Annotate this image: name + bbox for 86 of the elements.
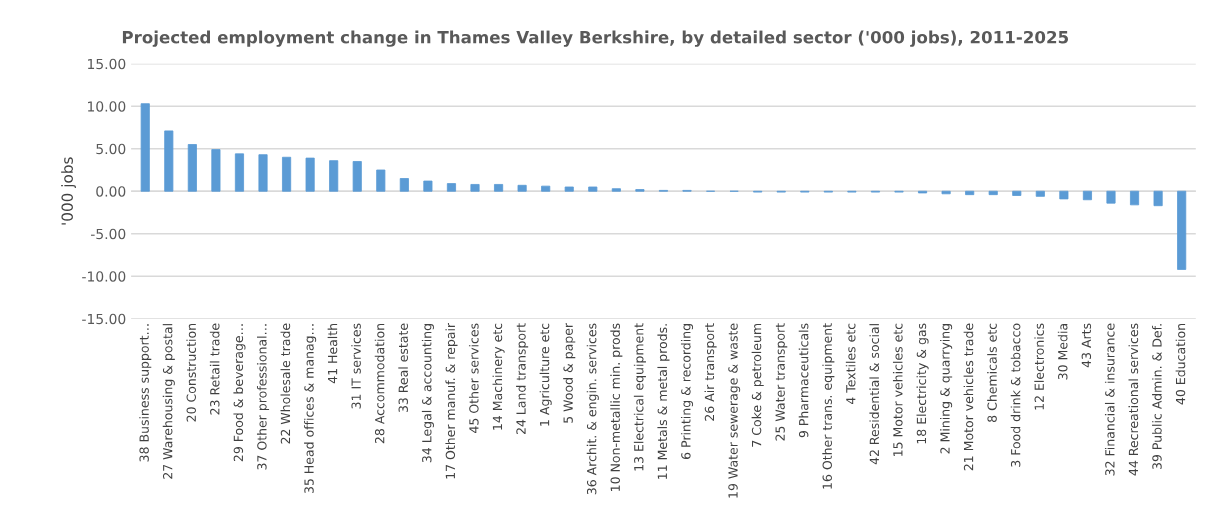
bar: [988, 190, 998, 196]
x-tick-label: 3 Food drink & tobacco: [1010, 323, 1021, 467]
bar: [1130, 190, 1140, 206]
x-tick-label: 34 Legal & accounting: [421, 324, 434, 463]
x-tick-label: 45 Other services: [468, 323, 479, 433]
x-tick-label: 18 Electricity & gas: [916, 323, 929, 444]
x-tick-label: 7 Coke & petroleum: [751, 323, 764, 447]
x-tick-label: 16 Other trans. equipment: [822, 323, 835, 489]
y-tick-label: 5.00: [96, 143, 126, 155]
x-tick-label: 8 Chemicals etc: [987, 323, 997, 422]
bar: [1082, 190, 1092, 201]
x-tick-label: 10 Non-metallic min. prods: [610, 323, 623, 491]
bar: [541, 185, 551, 192]
x-tick-label: 2 Mining & quarrying: [940, 324, 953, 454]
x-tick-label: 33 Real estate: [398, 323, 408, 413]
x-tick-label: 40 Education: [1175, 323, 1186, 405]
bar: [140, 103, 150, 192]
bar: [1177, 190, 1187, 270]
bar: [211, 149, 221, 192]
x-tick-label: 21 Motor vehicles trade: [963, 323, 974, 471]
bar: [588, 186, 598, 192]
y-tick-label: 10.00: [88, 101, 126, 112]
bar: [164, 130, 174, 192]
x-tick-label: 31 IT services: [351, 323, 361, 409]
x-tick-label: 14 Machinery etc: [492, 323, 505, 430]
x-tick-label: 36 Archit. & engin. services: [586, 323, 599, 495]
bar: [329, 160, 339, 192]
y-tick-label: -15.00: [82, 313, 126, 325]
x-tick-label: 12 Electronics: [1034, 323, 1044, 410]
x-tick-label: 19 Water sewerage & waste: [728, 323, 741, 498]
x-tick-label: 11 Metals & metal prods.: [657, 324, 670, 479]
bar: [258, 154, 268, 192]
chart-title: Projected employment change in Thames Valley Berkshire, by detailed sector ('000 jobs), 2011-2025: [122, 30, 1069, 47]
bar: [187, 144, 197, 192]
x-tick-label: 37 Other professional…: [256, 324, 270, 470]
x-tick-label: 22 Wholesale trade: [280, 323, 291, 444]
x-tick-label: 26 Air transport: [704, 323, 717, 421]
bar: [517, 184, 527, 192]
bar: [941, 190, 951, 195]
y-axis-title: '000 jobs: [61, 157, 76, 225]
x-tick-label: 32 Financial & insurance: [1104, 323, 1115, 476]
bar: [282, 156, 292, 192]
bar: [423, 180, 433, 192]
x-tick-label: 20 Construction: [186, 323, 196, 422]
y-tick-label: -5.00: [90, 228, 126, 240]
x-tick-label: 1 Agriculture etc: [539, 323, 552, 426]
x-tick-label: 44 Recreational services: [1128, 323, 1139, 476]
bar: [470, 184, 480, 192]
bar: [1035, 190, 1045, 197]
y-tick-label: 15.00: [88, 58, 126, 70]
bar: [1153, 190, 1163, 207]
x-tick-label: 39 Public Admin. & Def.: [1152, 324, 1162, 470]
x-tick-label: 27 Warehousing & postal: [162, 324, 175, 479]
bar: [446, 183, 456, 192]
x-tick-label: 25 Water transport: [775, 323, 788, 441]
bar: [1106, 190, 1116, 204]
x-tick-label: 17 Other manuf. & repair: [445, 322, 458, 479]
bar: [494, 184, 504, 192]
bar: [352, 161, 362, 192]
bar: [305, 157, 315, 192]
bar: [611, 188, 621, 192]
x-tick-label: 43 Arts: [1081, 323, 1092, 368]
x-tick-label: 13 Electrical equipment: [633, 323, 646, 471]
bar: [564, 186, 574, 192]
bar: [1012, 190, 1022, 196]
x-tick-label: 15 Motor vehicles etc: [892, 323, 903, 456]
x-tick-label: 29 Food & beverage…: [233, 324, 246, 462]
x-tick-label: 4 Textiles etc: [845, 323, 856, 405]
x-tick-label: 24 Land transport: [516, 323, 529, 435]
x-tick-label: 38 Business support…: [139, 324, 152, 462]
x-tick-label: 30 Media: [1057, 324, 1068, 380]
bar: [376, 169, 386, 192]
x-tick-label: 5 Wood & paper: [563, 322, 576, 423]
x-tick-label: 6 Printing & recording: [680, 324, 694, 459]
y-tick-label: -10.00: [82, 271, 126, 282]
bar: [234, 153, 245, 192]
bar: [965, 190, 975, 196]
x-tick-label: 28 Accommodation: [374, 323, 385, 444]
y-tick-label: 0.00: [96, 186, 126, 197]
bar: [1059, 190, 1069, 200]
x-tick-label: 35 Head offices & manag…: [304, 324, 317, 494]
x-tick-label: 41 Health: [327, 323, 338, 384]
x-tick-label: 42 Residential & social: [869, 324, 880, 465]
x-tick-label: 9 Pharmaceuticals: [798, 323, 809, 438]
x-tick-label: 23 Retail trade: [209, 323, 220, 415]
bar: [399, 178, 409, 192]
